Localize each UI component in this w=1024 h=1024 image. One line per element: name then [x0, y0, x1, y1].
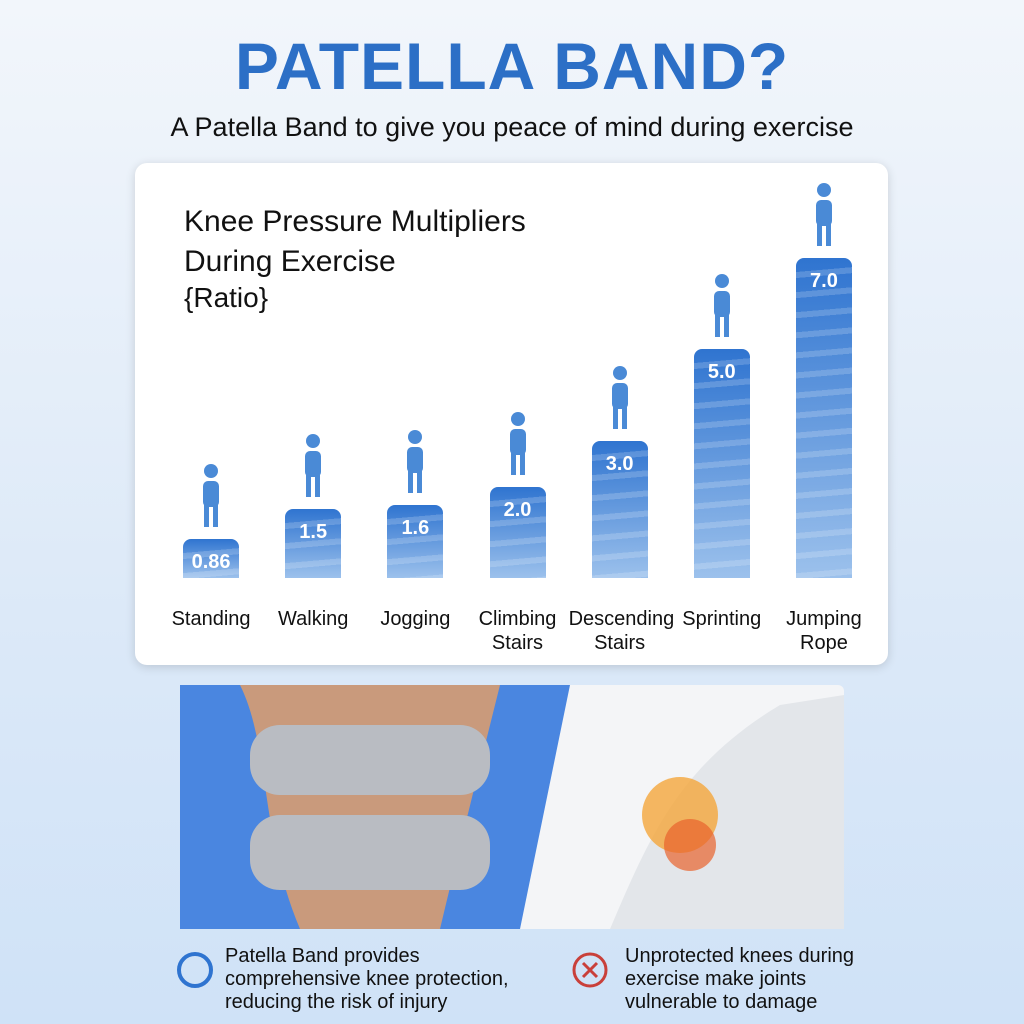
activity-icon — [509, 411, 526, 475]
page-title: PATELLA BAND? — [234, 29, 790, 103]
value-label: 0.86 — [191, 550, 231, 573]
x-tick-label: Descending Stairs — [568, 608, 675, 654]
bar — [693, 349, 750, 578]
page-subtitle: A Patella Band to give you peace of mind… — [170, 112, 854, 142]
photo — [180, 685, 844, 929]
value-label: 5.0 — [707, 361, 736, 384]
caption: Unprotected knees during exercise make j… — [625, 945, 855, 1013]
value-label: 3.0 — [605, 452, 634, 475]
chart-subtitle: {Ratio} — [184, 282, 269, 313]
bar — [489, 486, 546, 578]
chart-card — [135, 163, 888, 665]
bar — [591, 440, 648, 578]
bar — [795, 258, 852, 578]
chart-title: Knee Pressure Multipliers During Exercis… — [184, 205, 526, 278]
activity-icon — [407, 429, 424, 493]
x-tick-label: Jogging — [380, 608, 451, 630]
activity-icon — [713, 274, 730, 338]
value-label: 1.6 — [401, 516, 430, 539]
x-tick-label: Standing — [171, 608, 251, 630]
activity-icon — [611, 365, 628, 429]
bar — [285, 509, 342, 578]
x-tick-label: Jumping Rope — [786, 608, 862, 654]
bar — [183, 538, 240, 578]
x-tick-label: Sprinting — [682, 608, 762, 630]
activity-icon — [305, 434, 322, 498]
value-label: 1.5 — [299, 521, 328, 544]
bar — [387, 504, 444, 578]
check-icon — [177, 952, 213, 988]
x-tick-label: Climbing Stairs — [478, 608, 557, 654]
caption: Patella Band provides comprehensive knee… — [225, 945, 509, 1013]
x-tick-label: Walking — [278, 608, 349, 630]
activity-icon — [815, 183, 832, 246]
cross-icon — [572, 952, 608, 988]
activity-icon — [203, 463, 220, 527]
value-label: 7.0 — [810, 270, 838, 292]
value-label: 2.0 — [503, 498, 532, 521]
